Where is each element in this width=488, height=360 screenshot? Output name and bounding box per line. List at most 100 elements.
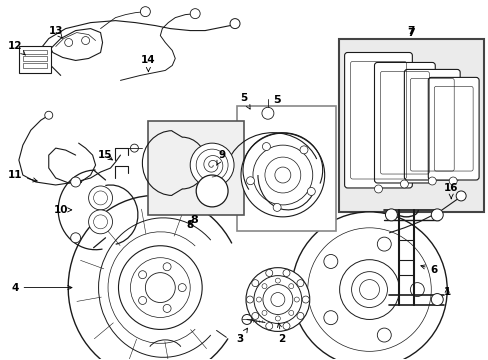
Circle shape xyxy=(283,270,289,276)
Circle shape xyxy=(270,293,285,306)
Circle shape xyxy=(306,188,315,195)
Circle shape xyxy=(138,271,146,279)
Circle shape xyxy=(296,280,304,287)
Text: 13: 13 xyxy=(48,26,63,39)
Circle shape xyxy=(262,107,273,119)
FancyBboxPatch shape xyxy=(344,53,411,188)
Circle shape xyxy=(251,280,258,287)
Circle shape xyxy=(377,237,390,251)
Circle shape xyxy=(242,315,251,324)
Text: 8: 8 xyxy=(190,215,198,225)
Circle shape xyxy=(377,328,390,342)
Circle shape xyxy=(427,177,435,185)
Circle shape xyxy=(246,177,254,185)
Circle shape xyxy=(81,37,89,45)
Circle shape xyxy=(273,203,281,211)
Circle shape xyxy=(253,276,301,323)
Text: 6: 6 xyxy=(420,265,437,275)
Circle shape xyxy=(245,268,309,332)
Circle shape xyxy=(274,167,290,183)
Circle shape xyxy=(283,323,289,329)
Circle shape xyxy=(374,185,382,193)
Circle shape xyxy=(299,146,307,154)
Circle shape xyxy=(190,9,200,19)
Circle shape xyxy=(196,175,227,207)
Circle shape xyxy=(263,285,292,315)
Text: 8: 8 xyxy=(186,220,193,230)
Circle shape xyxy=(339,260,399,319)
Circle shape xyxy=(265,323,272,329)
Bar xyxy=(237,106,335,231)
Circle shape xyxy=(140,7,150,17)
Circle shape xyxy=(359,280,379,300)
Circle shape xyxy=(246,296,253,303)
Circle shape xyxy=(291,212,447,360)
Circle shape xyxy=(455,191,465,201)
Text: 15: 15 xyxy=(98,150,113,160)
Circle shape xyxy=(302,296,308,303)
Circle shape xyxy=(130,144,138,152)
Circle shape xyxy=(64,39,73,46)
Text: 4: 4 xyxy=(11,283,72,293)
Circle shape xyxy=(323,255,337,269)
Circle shape xyxy=(294,297,299,302)
Text: 14: 14 xyxy=(141,55,155,72)
Circle shape xyxy=(265,270,272,276)
Circle shape xyxy=(241,133,324,217)
Circle shape xyxy=(251,312,258,319)
Circle shape xyxy=(288,284,293,289)
Circle shape xyxy=(323,311,337,325)
Circle shape xyxy=(196,149,227,181)
Text: 9: 9 xyxy=(216,150,225,165)
Text: 5: 5 xyxy=(240,93,250,109)
Text: 2: 2 xyxy=(277,323,285,345)
Bar xyxy=(148,121,244,215)
Circle shape xyxy=(400,180,407,188)
Bar xyxy=(19,45,51,73)
Circle shape xyxy=(430,293,442,306)
Text: 12: 12 xyxy=(8,41,25,55)
Bar xyxy=(338,39,483,212)
Text: 11: 11 xyxy=(8,170,37,182)
Circle shape xyxy=(45,111,53,119)
Text: 7: 7 xyxy=(407,28,414,37)
Circle shape xyxy=(275,278,280,283)
Bar xyxy=(23,50,47,54)
Text: 5: 5 xyxy=(272,95,280,105)
Circle shape xyxy=(145,273,175,302)
Circle shape xyxy=(275,316,280,321)
Circle shape xyxy=(262,284,266,289)
Bar xyxy=(23,57,47,62)
FancyBboxPatch shape xyxy=(374,62,434,183)
FancyBboxPatch shape xyxy=(427,77,478,180)
Circle shape xyxy=(288,310,293,315)
Circle shape xyxy=(138,297,146,305)
Circle shape xyxy=(71,233,81,243)
Text: 1: 1 xyxy=(443,287,450,297)
Circle shape xyxy=(88,210,112,234)
Text: 3: 3 xyxy=(236,328,247,345)
Circle shape xyxy=(163,263,171,271)
Circle shape xyxy=(88,186,112,210)
Circle shape xyxy=(71,177,81,187)
Circle shape xyxy=(351,272,386,307)
Circle shape xyxy=(118,246,202,329)
Circle shape xyxy=(385,209,397,221)
Text: 10: 10 xyxy=(53,205,72,215)
Circle shape xyxy=(262,310,266,315)
Circle shape xyxy=(430,209,442,221)
Circle shape xyxy=(252,145,312,205)
Circle shape xyxy=(264,157,300,193)
Circle shape xyxy=(190,143,234,187)
Circle shape xyxy=(256,297,261,302)
Text: 16: 16 xyxy=(443,183,458,199)
Circle shape xyxy=(178,284,186,292)
Text: 7: 7 xyxy=(407,26,414,36)
Circle shape xyxy=(409,283,424,297)
Circle shape xyxy=(229,19,240,28)
Circle shape xyxy=(262,143,270,150)
Bar xyxy=(23,63,47,68)
Circle shape xyxy=(296,312,304,319)
Circle shape xyxy=(163,305,171,312)
FancyBboxPatch shape xyxy=(404,69,459,180)
